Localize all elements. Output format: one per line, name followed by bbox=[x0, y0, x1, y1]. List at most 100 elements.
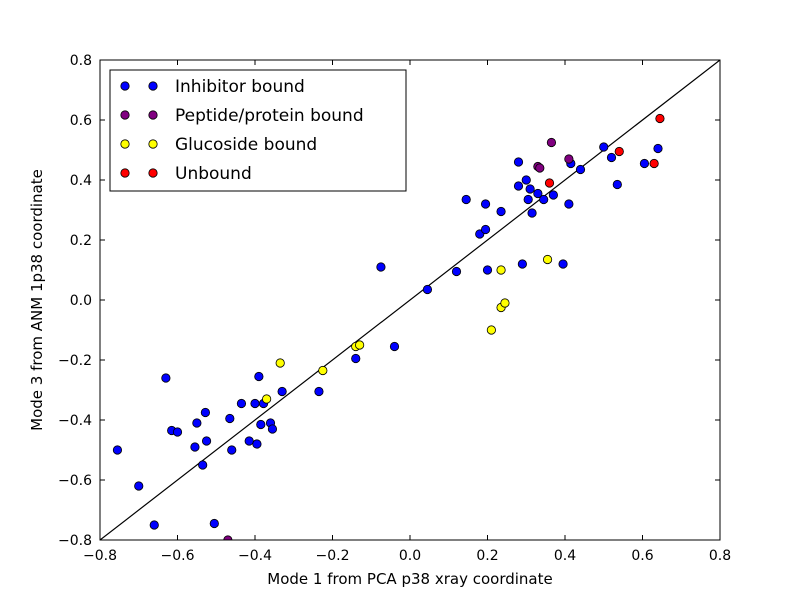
data-point bbox=[227, 445, 237, 455]
data-point bbox=[527, 208, 537, 218]
data-point bbox=[252, 439, 262, 449]
legend-entry: Unbound bbox=[120, 164, 252, 184]
legend: Inhibitor bound Peptide/protein bound Gluc… bbox=[109, 69, 407, 192]
data-point bbox=[275, 358, 285, 368]
data-point bbox=[486, 325, 496, 335]
legend-label: Inhibitor bound bbox=[175, 77, 305, 97]
data-point bbox=[521, 175, 531, 185]
y-tick-label: 0.2 bbox=[70, 233, 92, 249]
data-point bbox=[653, 143, 663, 154]
data-point bbox=[535, 163, 545, 173]
data-point bbox=[451, 266, 462, 277]
x-tick-label: 0.2 bbox=[476, 548, 498, 564]
y-tick-label: 0.6 bbox=[70, 113, 92, 129]
data-point bbox=[517, 259, 527, 269]
data-point bbox=[422, 284, 433, 295]
data-point bbox=[480, 224, 491, 235]
data-point bbox=[200, 407, 210, 418]
data-point bbox=[564, 154, 574, 164]
data-point bbox=[225, 413, 235, 424]
y-tick-label: 0.0 bbox=[70, 293, 92, 309]
data-point bbox=[389, 341, 400, 352]
x-tick-label: 0.4 bbox=[554, 548, 576, 564]
data-point bbox=[209, 518, 219, 529]
ticks-layer: −0.8 −0.6 −0.4 −0.2 0.0 0.2 0.4 0.6 0.8 −0.8 −0.6 −… bbox=[58, 53, 731, 564]
x-tick-label: −0.2 bbox=[316, 548, 350, 564]
legend-marker bbox=[148, 110, 158, 120]
y-tick-label: −0.4 bbox=[58, 413, 92, 429]
data-point bbox=[355, 340, 365, 350]
data-point bbox=[236, 398, 247, 409]
legend-label: Glucoside bound bbox=[175, 135, 317, 155]
x-tick-label: 0.8 bbox=[709, 548, 731, 564]
data-point bbox=[262, 394, 272, 404]
data-point bbox=[548, 190, 558, 200]
reference-diagonal-line bbox=[100, 60, 720, 540]
data-point bbox=[267, 424, 278, 434]
data-point bbox=[533, 188, 543, 199]
x-tick-label: −0.4 bbox=[238, 548, 272, 564]
x-axis-label: Mode 1 from PCA p38 xray coordinate bbox=[267, 570, 552, 588]
data-point bbox=[542, 254, 553, 265]
plot-area bbox=[100, 60, 720, 540]
y-tick-label: −0.6 bbox=[58, 473, 92, 489]
legend-marker bbox=[120, 81, 130, 91]
data-point bbox=[558, 259, 568, 269]
legend-entry: Inhibitor bound bbox=[120, 77, 305, 97]
data-point bbox=[256, 419, 266, 430]
x-tick-label: 0.0 bbox=[399, 548, 421, 564]
data-point bbox=[539, 194, 549, 205]
y-tick-label: −0.2 bbox=[58, 353, 92, 369]
data-point bbox=[496, 265, 506, 275]
data-point bbox=[513, 157, 524, 167]
data-point bbox=[376, 262, 386, 272]
data-point bbox=[639, 158, 650, 169]
data-point bbox=[172, 427, 183, 437]
series-glucoside-bound bbox=[262, 254, 553, 404]
data-point bbox=[112, 445, 123, 455]
x-tick-label: 0.6 bbox=[631, 548, 653, 564]
data-point bbox=[482, 265, 493, 275]
data-point bbox=[523, 194, 533, 205]
legend-entry: Peptide/protein bound bbox=[120, 106, 364, 126]
legend-entries: Inhibitor bound Peptide/protein bound Gluc… bbox=[120, 77, 364, 184]
legend-marker bbox=[120, 139, 130, 149]
legend-label: Unbound bbox=[175, 164, 252, 184]
data-point bbox=[277, 386, 287, 397]
x-tick-label: −0.8 bbox=[83, 548, 117, 564]
data-point bbox=[649, 158, 659, 169]
data-point bbox=[546, 137, 557, 148]
data-point bbox=[655, 113, 665, 124]
legend-box bbox=[109, 69, 407, 192]
legend-entry: Glucoside bound bbox=[120, 135, 317, 155]
data-point bbox=[544, 178, 555, 188]
data-point bbox=[614, 146, 624, 157]
data-point bbox=[318, 365, 328, 376]
points-layer bbox=[112, 113, 665, 540]
data-point bbox=[500, 298, 510, 308]
y-tick-label: −0.8 bbox=[58, 533, 92, 549]
data-point bbox=[244, 436, 254, 446]
y-axis-label: Mode 3 from ANM 1p38 coordinate bbox=[28, 169, 46, 431]
legend-marker bbox=[120, 168, 130, 178]
y-tick-label: 0.8 bbox=[70, 53, 92, 69]
legend-marker bbox=[148, 168, 158, 178]
data-point bbox=[606, 152, 617, 163]
legend-marker bbox=[148, 139, 158, 149]
x-tick-label: −0.6 bbox=[161, 548, 195, 564]
data-point bbox=[149, 520, 159, 530]
data-point bbox=[513, 181, 524, 191]
data-point bbox=[599, 142, 609, 152]
data-point bbox=[575, 164, 586, 175]
data-point bbox=[612, 179, 622, 190]
data-point bbox=[461, 194, 471, 205]
data-point bbox=[480, 199, 491, 209]
data-point bbox=[198, 460, 208, 470]
data-point bbox=[254, 371, 264, 382]
data-point bbox=[190, 442, 200, 452]
data-point bbox=[250, 398, 260, 409]
data-point bbox=[496, 206, 506, 217]
data-point bbox=[192, 418, 202, 428]
data-point bbox=[351, 353, 361, 364]
